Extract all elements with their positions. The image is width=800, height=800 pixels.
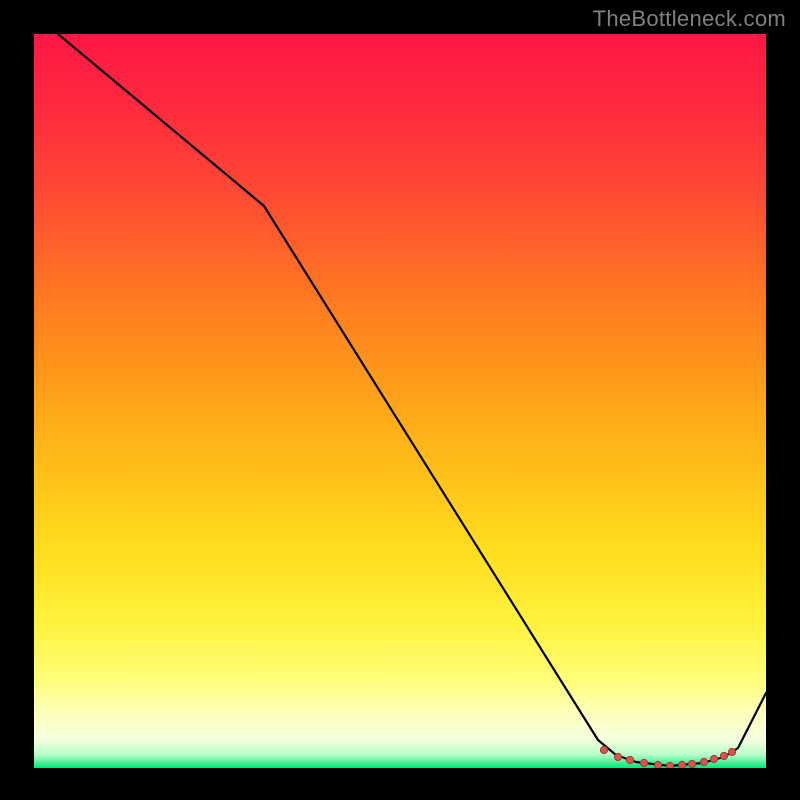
plot-area (34, 34, 766, 768)
chart-root: TheBottleneck.com (0, 0, 800, 800)
gradient-background (34, 34, 766, 768)
watermark-text: TheBottleneck.com (593, 6, 786, 32)
